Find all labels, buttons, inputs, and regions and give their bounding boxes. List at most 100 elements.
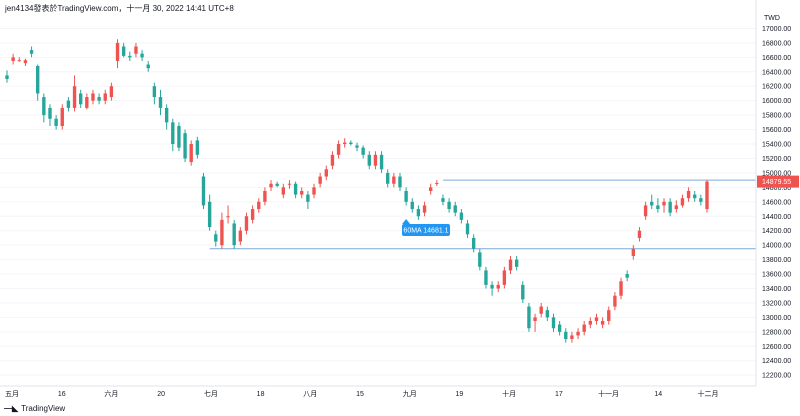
candle	[336, 140, 341, 159]
candle-body	[306, 194, 310, 202]
candle	[686, 187, 691, 202]
candle	[164, 104, 169, 130]
candle-body	[600, 320, 605, 325]
candle-body	[367, 154, 371, 166]
candle-body	[533, 317, 537, 321]
candle	[447, 198, 451, 213]
candle	[324, 165, 328, 181]
candle-body	[637, 230, 642, 238]
candle-body	[158, 97, 163, 108]
x-tick-label: 六月	[104, 389, 118, 398]
currency-label: TWD	[764, 15, 780, 22]
candle-body	[91, 93, 95, 101]
candle	[674, 200, 678, 213]
candle-body	[287, 183, 292, 185]
candle	[171, 118, 175, 152]
y-tick-label: 13200.00	[762, 300, 791, 307]
x-tick-label: 16	[58, 391, 66, 398]
candle-body	[42, 97, 46, 116]
candle	[398, 172, 402, 191]
candles[interactable]	[5, 39, 709, 343]
x-axis: 五月 16 六月 20 七月 18 八月 15 九月 19 十月 17 十一月 14 十二月	[0, 385, 756, 398]
candle	[410, 198, 414, 213]
footer: —◣ TradingView	[4, 402, 65, 414]
candle	[287, 180, 292, 189]
candle-body	[48, 107, 52, 119]
candle-body	[674, 205, 678, 210]
candle	[244, 212, 249, 235]
candle-body	[465, 223, 470, 235]
candle-body	[171, 122, 175, 145]
candle-body	[54, 118, 58, 126]
candle-body	[72, 86, 77, 108]
ma-annotation-box	[402, 224, 450, 236]
candle	[293, 181, 298, 199]
candle-body	[693, 194, 697, 199]
candle	[441, 194, 445, 206]
y-tick-label: 14400.00	[762, 214, 791, 221]
candle	[78, 89, 83, 108]
candle-body	[471, 237, 476, 249]
y-tick-label: 12200.00	[762, 373, 791, 380]
candle	[600, 317, 605, 329]
candle	[373, 151, 378, 170]
candle	[238, 227, 243, 246]
candle-body	[140, 53, 144, 58]
candle-body	[416, 209, 421, 217]
candle-body	[263, 190, 267, 202]
candle	[201, 172, 206, 210]
candle	[422, 201, 427, 217]
candle	[250, 205, 255, 224]
candle-body	[232, 223, 236, 246]
candle-body	[521, 284, 525, 300]
candle	[103, 89, 107, 105]
candle	[17, 57, 21, 62]
candle	[514, 255, 519, 271]
tradingview-logo-icon: —◣	[4, 403, 19, 413]
candle	[392, 172, 396, 188]
x-tick-label: 20	[157, 391, 165, 398]
candle-body	[195, 140, 200, 155]
y-tick-label: 13400.00	[762, 286, 791, 293]
candle-body	[619, 281, 623, 296]
candle	[484, 266, 488, 289]
candle-body	[164, 107, 169, 123]
candle-body	[220, 219, 224, 246]
candle-body	[545, 310, 550, 318]
y-tick-label: 17000.00	[762, 26, 791, 33]
ma-annotation-pointer	[402, 219, 411, 224]
y-tick-label: 15600.00	[762, 127, 791, 134]
candle	[115, 39, 120, 69]
candle-body	[318, 176, 322, 184]
candle-body	[330, 154, 335, 166]
candle-body	[281, 187, 286, 195]
candle	[349, 140, 353, 146]
x-tick-label: 18	[257, 391, 265, 398]
candle-body	[588, 320, 593, 325]
candle	[121, 42, 126, 58]
candle-body	[226, 216, 230, 218]
candle	[453, 201, 457, 217]
candle	[128, 51, 132, 61]
candle-body	[686, 190, 691, 199]
candle-body	[594, 317, 599, 321]
candle	[557, 320, 562, 336]
y-tick-label: 16400.00	[762, 69, 791, 76]
candle-body	[484, 270, 488, 285]
candle-body	[11, 57, 15, 61]
candle	[146, 60, 150, 72]
candle	[72, 75, 77, 112]
candle-body	[379, 154, 384, 170]
candle	[705, 180, 709, 213]
candle	[576, 328, 580, 340]
candle	[312, 183, 316, 199]
candle	[5, 70, 9, 83]
candle	[275, 181, 279, 188]
candle	[232, 219, 236, 249]
candle	[631, 245, 636, 260]
candle	[23, 58, 28, 67]
candle	[97, 93, 101, 105]
candle-body	[551, 317, 556, 329]
candle-body	[576, 331, 580, 336]
